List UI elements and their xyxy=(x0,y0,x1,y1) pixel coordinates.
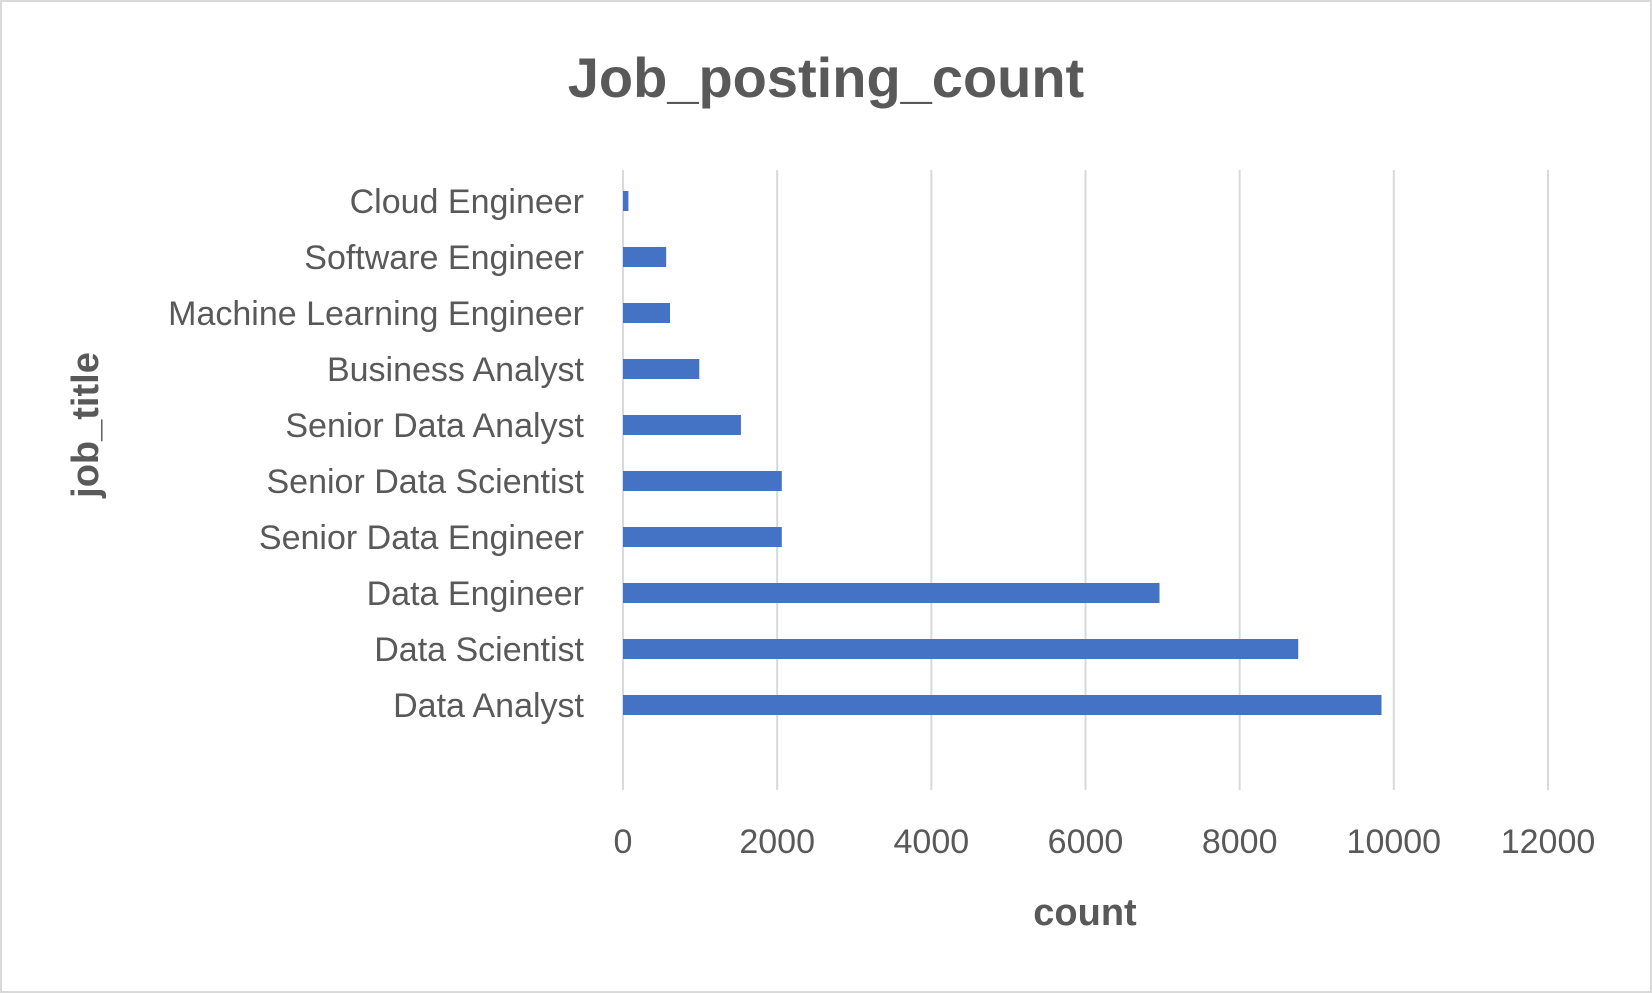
bar xyxy=(623,191,629,211)
x-tick-labels: 0 2000 4000 6000 8000 10000 12000 xyxy=(614,823,1596,861)
x-tick-label: 8000 xyxy=(1202,823,1278,861)
bar xyxy=(623,527,782,547)
chart-title: Job_posting_count xyxy=(568,46,1084,109)
category-label: Senior Data Analyst xyxy=(285,407,584,445)
category-label: Machine Learning Engineer xyxy=(168,295,584,333)
x-tick-label: 10000 xyxy=(1347,823,1442,861)
category-label: Business Analyst xyxy=(327,351,585,389)
category-labels: Data Analyst Data Scientist Data Engineer S… xyxy=(168,183,584,725)
bar xyxy=(623,583,1160,603)
category-label: Senior Data Scientist xyxy=(267,463,585,501)
category-label: Data Scientist xyxy=(374,631,584,669)
bars xyxy=(623,191,1382,715)
x-tick-label: 2000 xyxy=(739,823,815,861)
x-tick-label: 6000 xyxy=(1048,823,1124,861)
bar xyxy=(623,303,671,323)
category-label: Cloud Engineer xyxy=(350,183,584,221)
y-axis-title: job_title xyxy=(65,352,107,499)
bar xyxy=(623,639,1299,659)
gridlines xyxy=(622,170,1549,790)
x-tick-label: 0 xyxy=(614,823,633,861)
category-label: Software Engineer xyxy=(304,239,584,277)
category-label: Data Engineer xyxy=(367,575,584,613)
x-axis-title: count xyxy=(1033,892,1137,934)
bar xyxy=(623,471,782,491)
category-label: Senior Data Engineer xyxy=(259,519,584,557)
category-label: Data Analyst xyxy=(393,687,584,725)
bar xyxy=(623,695,1382,715)
bar xyxy=(623,359,700,379)
x-tick-label: 4000 xyxy=(894,823,970,861)
bar xyxy=(623,415,741,435)
x-tick-label: 12000 xyxy=(1501,823,1596,861)
bar xyxy=(623,247,667,267)
